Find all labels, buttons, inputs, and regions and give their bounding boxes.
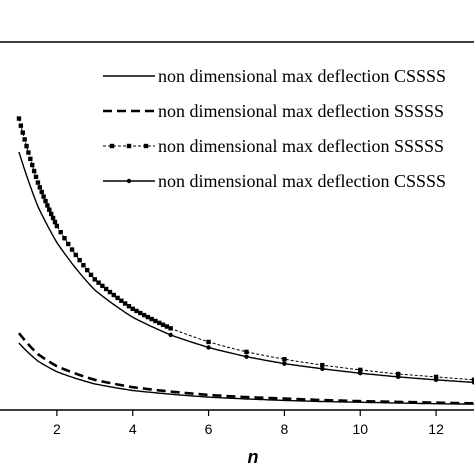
- series-3-marker: [18, 123, 24, 128]
- series-3-marker: [69, 247, 75, 252]
- legend-entry-4: non dimensional max deflection CSSSS: [103, 171, 446, 191]
- series-3-marker: [100, 283, 105, 289]
- series-3-marker: [206, 339, 211, 345]
- x-tick-label: 10: [352, 421, 368, 437]
- series-3-marker: [58, 229, 63, 235]
- series-3-marker: [28, 156, 33, 162]
- series-3-marker: [26, 150, 31, 155]
- series-3-marker: [30, 162, 35, 168]
- series-3-marker: [37, 185, 43, 190]
- series-3-marker: [24, 143, 29, 149]
- series-3-marker: [145, 314, 151, 320]
- legend-box: [100, 58, 474, 226]
- legend-label: non dimensional max deflection CSSSS: [158, 171, 446, 191]
- series-3-marker: [168, 326, 173, 331]
- legend-entry-1: non dimensional max deflection CSSSS: [103, 66, 446, 86]
- legend-label: non dimensional max deflection SSSSS: [158, 101, 444, 121]
- series-3-marker: [138, 310, 143, 316]
- series-3-marker: [54, 223, 60, 229]
- series-3-marker: [103, 286, 109, 292]
- series-3-marker: [471, 377, 474, 383]
- series-4-marker: [244, 354, 249, 359]
- series-4: [18, 151, 474, 385]
- series-4-marker: [320, 366, 325, 371]
- series-4-marker: [395, 374, 401, 380]
- series-3-marker: [358, 367, 363, 373]
- series-3-marker: [107, 289, 113, 295]
- legend-marker: [126, 178, 132, 184]
- series-4-marker: [358, 371, 363, 376]
- series-3-marker: [115, 295, 120, 301]
- series-3-marker: [39, 189, 44, 195]
- legend-entry-2: non dimensional max deflection SSSSS: [103, 101, 444, 121]
- series-3-marker: [282, 357, 287, 362]
- series-3-marker: [16, 116, 22, 121]
- series-3-marker: [45, 203, 50, 208]
- series-3-marker: [92, 277, 97, 282]
- series-3-marker: [22, 137, 27, 142]
- series-4-marker: [433, 377, 439, 383]
- legend-marker: [126, 143, 132, 149]
- legend: non dimensional max deflection CSSSS non …: [103, 66, 446, 191]
- series-3-marker: [149, 316, 154, 322]
- series-3-marker: [66, 241, 71, 247]
- series-3-marker: [31, 168, 37, 174]
- legend-marker: [109, 143, 115, 149]
- series-4-marker: [282, 361, 287, 366]
- series-1-line: [18, 342, 474, 405]
- series-3-marker: [433, 374, 439, 380]
- x-tick-label: 6: [205, 421, 213, 437]
- series-4-line: [18, 151, 474, 384]
- legend-entry-3: non dimensional max deflection SSSSS: [103, 136, 444, 156]
- legend-label: non dimensional max deflection SSSSS: [158, 136, 444, 156]
- series-2: [17, 332, 474, 405]
- series-3-marker: [320, 362, 325, 368]
- series-3-marker: [141, 312, 147, 318]
- series-3-marker: [160, 322, 166, 327]
- legend-marker: [143, 143, 149, 149]
- series-3-marker: [126, 303, 132, 309]
- series-layer: [16, 116, 474, 405]
- series-3-marker: [130, 306, 135, 311]
- series-3-marker: [73, 252, 79, 258]
- series-3-marker: [52, 219, 58, 225]
- series-3-marker: [395, 371, 401, 377]
- series-3-marker: [43, 198, 48, 204]
- series-3-marker: [50, 215, 56, 221]
- series-3-marker: [122, 301, 128, 306]
- series-3-marker: [48, 211, 54, 217]
- series-3-marker: [62, 235, 67, 241]
- series-3-marker: [47, 207, 52, 212]
- series-3-marker: [157, 320, 162, 326]
- series-4-marker: [206, 345, 211, 350]
- series-3-marker: [119, 298, 124, 303]
- series-3-marker: [164, 324, 170, 329]
- x-axis-ticks: 2 4 6 8 10 12: [53, 410, 444, 437]
- series-4-marker: [168, 332, 173, 338]
- series-3-marker: [88, 272, 94, 278]
- x-tick-label: 12: [428, 421, 444, 437]
- series-3-marker: [111, 292, 116, 298]
- series-3-marker: [244, 349, 249, 355]
- x-tick-label: 8: [281, 421, 289, 437]
- series-3-marker: [85, 267, 90, 273]
- series-3-marker: [81, 263, 86, 268]
- series-3-marker: [96, 280, 101, 285]
- legend-label: non dimensional max deflection CSSSS: [158, 66, 446, 86]
- series-3-marker: [35, 180, 41, 185]
- series-4-marker: [471, 380, 474, 385]
- series-1: [18, 342, 474, 405]
- x-tick-label: 4: [129, 421, 137, 437]
- series-3-marker: [153, 318, 158, 324]
- series-3-marker: [134, 308, 139, 314]
- x-tick-label: 2: [53, 421, 61, 437]
- series-3-marker: [33, 174, 39, 180]
- series-3-marker: [77, 257, 82, 263]
- x-axis-title: n: [248, 447, 259, 467]
- series-2-line: [17, 332, 474, 405]
- series-3-marker: [41, 194, 46, 199]
- series-3: [16, 116, 474, 383]
- series-3-marker: [20, 130, 25, 135]
